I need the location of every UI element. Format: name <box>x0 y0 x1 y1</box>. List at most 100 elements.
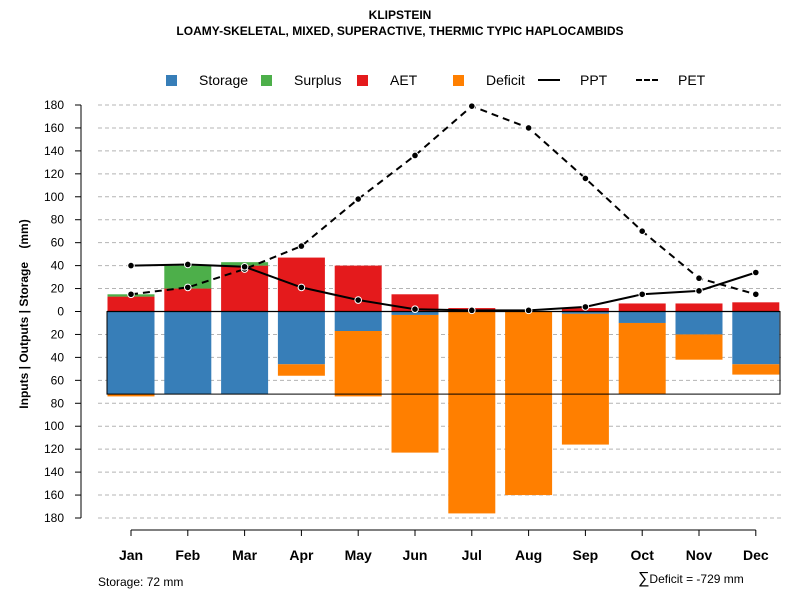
legend-item-storage: Storage <box>166 70 248 90</box>
bar-aet <box>107 296 155 312</box>
bar-storage <box>618 311 666 323</box>
legend-label-deficit: Deficit <box>486 72 525 88</box>
y-tick-label: 180 <box>44 98 64 112</box>
ppt-point <box>638 290 647 299</box>
ppt-point <box>127 261 135 270</box>
bar-storage <box>732 311 780 365</box>
bar-storage <box>277 311 325 365</box>
y-tick-label: 20 <box>51 282 65 296</box>
legend-line-pet <box>636 79 658 81</box>
y-tick-label: 0 <box>57 305 64 319</box>
bar-deficit <box>505 311 553 496</box>
x-tick-label: Apr <box>289 547 314 563</box>
pet-point <box>468 102 476 110</box>
ppt-line <box>130 263 757 312</box>
y-axis-label: Inputs | Outputs | Storage (mm) <box>17 219 31 408</box>
y-tick-label: 60 <box>51 236 65 250</box>
x-tick-label: Jan <box>119 547 143 563</box>
pet-point <box>581 174 590 183</box>
ppt-point <box>752 268 760 277</box>
ppt-point <box>695 287 703 295</box>
deficit-text: Deficit = -729 mm <box>649 572 744 586</box>
bar-storage <box>221 311 269 395</box>
legend-label-surplus: Surplus <box>294 72 342 88</box>
y-tick-label: 180 <box>44 511 64 525</box>
y-tick-label: 40 <box>51 259 65 273</box>
y-tick-label: 20 <box>51 327 65 341</box>
y-tick-label: 60 <box>51 373 65 387</box>
legend-label-ppt: PPT <box>580 72 608 88</box>
bar-deficit <box>675 334 723 360</box>
y-tick-label: 100 <box>44 419 64 433</box>
legend-swatch-aet <box>357 74 368 86</box>
ppt-point <box>581 303 590 311</box>
bar-storage <box>164 311 212 395</box>
bar-deficit <box>107 394 155 397</box>
deficit-note: ∑Deficit = -729 mm <box>638 570 744 588</box>
bar-aet <box>164 288 212 312</box>
y-tick-label: 120 <box>44 167 64 181</box>
ppt-point <box>240 262 249 271</box>
legend-swatch-storage <box>166 74 177 86</box>
axes: 180 160 140 120 100 80 60 40 20 0 20 40 60 80 100 120 14… <box>44 98 769 563</box>
legend-item-surplus: Surplus <box>261 70 341 90</box>
chart-subtitle: LOAMY-SKELETAL, MIXED, SUPERACTIVE, THER… <box>176 24 624 38</box>
pet-line <box>130 104 757 296</box>
x-tick-label: May <box>345 547 372 563</box>
x-tick-label: Aug <box>515 547 542 563</box>
bar-deficit <box>561 313 609 445</box>
legend-item-ppt: PPT <box>538 70 607 90</box>
x-tick-label: Nov <box>686 547 713 563</box>
x-tick-label: Feb <box>175 547 200 563</box>
legend-label-aet: AET <box>390 72 418 88</box>
x-tick-label: Jul <box>462 547 482 563</box>
pet-point <box>297 242 306 250</box>
legend-line-ppt <box>538 79 560 81</box>
pet-point <box>524 124 533 132</box>
y-tick-label: 40 <box>51 350 65 364</box>
pet-point <box>127 290 135 299</box>
pet-point <box>752 290 760 299</box>
bar-deficit <box>334 331 382 397</box>
bar-storage <box>107 311 155 395</box>
ppt-point <box>411 305 419 314</box>
bar-deficit <box>277 364 325 376</box>
bar-aet <box>675 303 723 312</box>
y-tick-label: 160 <box>44 121 64 135</box>
ppt-point <box>468 306 476 315</box>
legend-item-pet: PET <box>636 70 705 90</box>
legend-swatch-surplus <box>261 74 272 86</box>
bar-deficit <box>732 364 780 375</box>
bar-storage <box>675 311 723 335</box>
legend-label-pet: PET <box>678 72 706 88</box>
x-tick-label: Dec <box>743 547 769 563</box>
pet-point <box>638 227 647 235</box>
pet-point <box>695 274 703 283</box>
ppt-point <box>354 296 363 304</box>
ppt-point <box>297 283 306 292</box>
legend: Storage Surplus AET Deficit PPT PET <box>0 70 800 90</box>
y-tick-label: 120 <box>44 442 64 456</box>
legend-swatch-deficit <box>453 74 464 86</box>
bars <box>106 257 781 514</box>
y-tick-label: 140 <box>44 465 64 479</box>
bar-storage <box>334 311 382 332</box>
y-tick-label: 80 <box>51 213 65 227</box>
x-tick-label: Oct <box>631 547 655 563</box>
ppt-point <box>524 306 533 315</box>
x-tick-label: Mar <box>232 547 257 563</box>
bar-aet <box>618 303 666 312</box>
lines <box>127 102 760 315</box>
ppt-point <box>184 260 192 269</box>
y-tick-label: 100 <box>44 190 64 204</box>
legend-label-storage: Storage <box>199 72 249 88</box>
x-tick-label: Sep <box>573 547 599 563</box>
sum-symbol: ∑ <box>638 570 650 587</box>
pet-point <box>354 195 363 203</box>
legend-item-aet: AET <box>357 70 417 90</box>
pet-point <box>411 151 419 160</box>
y-tick-label: 80 <box>51 396 65 410</box>
bar-aet <box>732 302 780 312</box>
bar-aet <box>334 265 382 312</box>
